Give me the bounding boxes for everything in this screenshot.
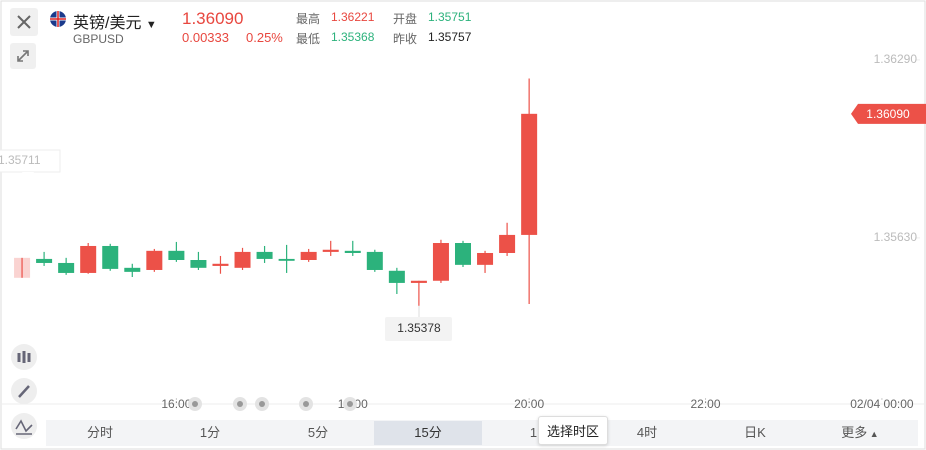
stat-value: 1.36221 xyxy=(331,10,375,24)
price-tag-label: 1.36090 xyxy=(866,107,910,121)
tool-buttons xyxy=(10,343,40,448)
event-dot xyxy=(192,401,198,407)
x-tick-label: 22:00 xyxy=(691,397,721,411)
expand-icon xyxy=(17,50,29,62)
tooltip: 选择时区 xyxy=(538,416,609,445)
tab[interactable]: 5分 xyxy=(307,425,329,440)
candle-body xyxy=(300,251,317,260)
annotation-arrow xyxy=(22,172,34,178)
candle-body xyxy=(190,260,207,268)
annotation-label: 1.35711 xyxy=(0,153,41,167)
annotation-label: 1.35378 xyxy=(397,321,441,335)
y-tick-label: 1.36290 xyxy=(874,52,918,66)
price-tag xyxy=(851,103,926,124)
candle-body xyxy=(499,234,516,253)
event-dot xyxy=(237,401,243,407)
event-dot xyxy=(259,401,265,407)
candle-body xyxy=(278,258,295,261)
stat-value: 1.35757 xyxy=(428,30,472,44)
symbol-code: GBPUSD xyxy=(73,32,124,46)
tab-bar xyxy=(46,420,918,446)
event-dot xyxy=(303,401,309,407)
annotation-box xyxy=(385,317,452,341)
candle-body xyxy=(212,263,229,266)
x-tick-label: 02/04 00:00 xyxy=(850,397,914,411)
tab[interactable]: 分时 xyxy=(86,425,113,440)
candle-body xyxy=(344,250,361,253)
change-pct: 0.25% xyxy=(246,30,283,45)
symbol[interactable]: 英镑/美元 ▼ xyxy=(73,15,157,32)
x-tick-label: 20:00 xyxy=(514,397,544,411)
candle-body xyxy=(366,251,383,270)
candle-body xyxy=(146,250,163,270)
stat-label: 最高 xyxy=(296,12,321,26)
stat-value: 1.35368 xyxy=(331,30,375,44)
expand-button[interactable] xyxy=(10,43,36,69)
candle-body xyxy=(455,243,471,265)
stat-label: 昨收 xyxy=(393,32,418,46)
candle-body xyxy=(521,113,538,235)
price: 1.36090 xyxy=(182,9,244,28)
candle-body xyxy=(410,280,427,283)
candle-body xyxy=(102,245,119,269)
tab-more[interactable]: 更多 ▲ xyxy=(841,425,879,440)
stat-value: 1.35751 xyxy=(428,10,472,24)
candle-body xyxy=(432,243,449,281)
tab[interactable]: 4时 xyxy=(636,425,658,440)
tool-icons xyxy=(11,344,37,439)
tab[interactable]: 日K xyxy=(744,425,766,440)
candle-body xyxy=(477,252,494,265)
y-tick-label: 1.35630 xyxy=(874,230,918,244)
stat-label: 开盘 xyxy=(393,12,418,26)
change: 0.00333 xyxy=(182,30,229,45)
candle-body xyxy=(36,258,53,263)
candle-body xyxy=(58,262,75,273)
stat-label: 最低 xyxy=(296,32,321,46)
candle-body xyxy=(124,267,141,272)
x-tick-label: 16:00 xyxy=(161,397,191,411)
event-dot xyxy=(347,401,353,407)
candle-body xyxy=(322,249,339,252)
close-icon xyxy=(17,15,31,29)
tab-selected[interactable]: 15分 xyxy=(374,421,482,445)
close-button[interactable] xyxy=(10,8,38,36)
flag-icon xyxy=(50,11,66,27)
symbol-name: 英镑/美元 xyxy=(73,15,142,32)
tab-more-label: 更多 xyxy=(841,425,868,440)
candle-body xyxy=(256,251,273,259)
candle-body xyxy=(168,250,185,260)
tab[interactable]: 1分 xyxy=(199,425,221,440)
candle-body xyxy=(388,270,405,283)
candle-body xyxy=(234,251,251,268)
candle-body xyxy=(14,257,31,278)
candle-body xyxy=(80,245,97,273)
